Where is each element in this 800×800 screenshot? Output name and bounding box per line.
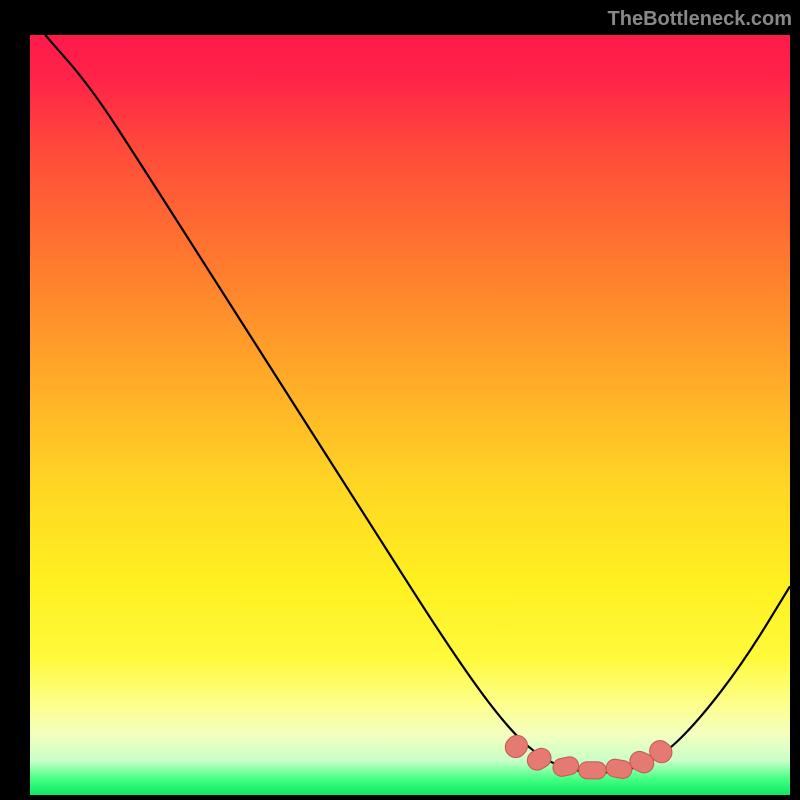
chart-plot-area xyxy=(30,35,790,780)
optimal-zone-markers xyxy=(501,731,676,780)
marker-pill xyxy=(551,755,580,778)
bottleneck-curve xyxy=(45,35,790,773)
watermark-text: TheBottleneck.com xyxy=(608,8,792,31)
curve-overlay xyxy=(30,35,790,780)
marker-pill xyxy=(524,745,555,774)
marker-pill xyxy=(579,762,606,779)
marker-pill xyxy=(501,731,532,762)
marker-pill xyxy=(605,758,634,780)
